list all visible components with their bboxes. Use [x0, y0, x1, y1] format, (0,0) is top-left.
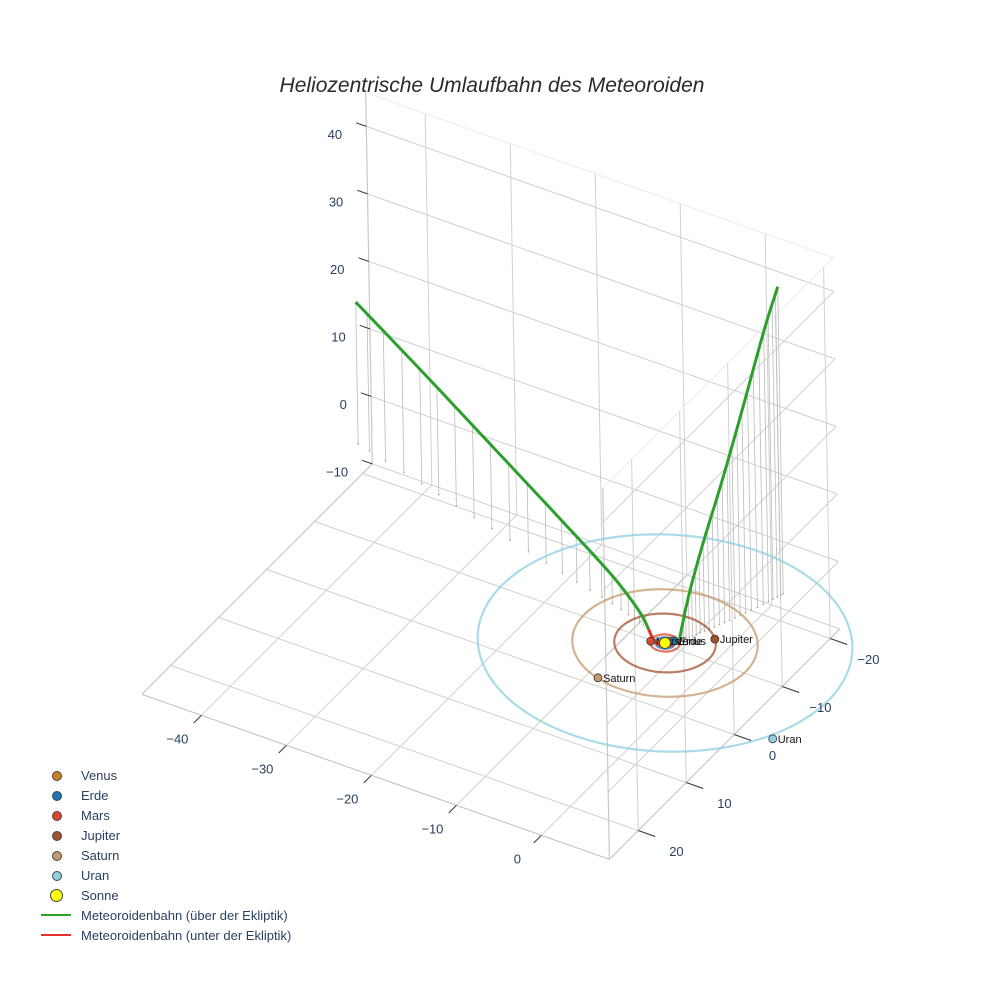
legend-line-icon	[38, 925, 78, 945]
x-tick-label: −10	[421, 821, 443, 836]
y-tick-label: −10	[809, 700, 831, 715]
legend-item-3[interactable]: Mars	[38, 805, 291, 825]
orbit-saturn	[571, 588, 759, 698]
legend-label: Sonne	[81, 887, 119, 903]
grid-lines	[141, 92, 841, 860]
z-tick-label: 40	[328, 127, 342, 142]
legend-label: Uran	[81, 867, 110, 883]
planet-marker-mars[interactable]	[646, 636, 656, 646]
legend: Venus Erde Mars Jupiter Saturn Uran Sonne Meteo…	[38, 765, 291, 945]
planet-label: Jupiter	[720, 634, 753, 646]
legend-item-1[interactable]: Venus	[38, 765, 291, 785]
planet-label: Erde	[679, 636, 702, 648]
planet-marker-saturn[interactable]	[593, 673, 603, 683]
legend-label: Jupiter	[81, 827, 121, 843]
x-tick-label: −20	[336, 791, 358, 806]
axis-ticks: −40 −30 −20 −10 0 −20 −10 0 10 20 −10 0 10 20 30 40	[166, 122, 879, 866]
legend-marker-icon	[38, 885, 78, 905]
legend-item-2[interactable]: Erde	[38, 785, 291, 805]
legend-marker-icon	[38, 765, 78, 785]
legend-item-5[interactable]: Saturn	[38, 845, 291, 865]
z-tick-label: 10	[331, 329, 345, 344]
y-tick-label: 10	[717, 796, 731, 811]
legend-marker-icon	[38, 825, 78, 845]
legend-marker-icon	[38, 785, 78, 805]
planet-marker-uran[interactable]	[768, 734, 778, 744]
legend-item-8[interactable]: Meteoroidenbahn (über der Ekliptik)	[38, 905, 291, 925]
z-tick-label: 20	[330, 262, 344, 277]
trajectory-above-branch-2	[677, 286, 780, 641]
legend-label: Meteoroidenbahn (über der Ekliptik)	[81, 907, 288, 923]
legend-item-9[interactable]: Meteoroidenbahn (unter der Ekliptik)	[38, 925, 291, 945]
legend-label: Erde	[81, 787, 109, 803]
legend-label: Mars	[81, 807, 110, 823]
trajectory-above-branch-1	[354, 301, 651, 631]
legend-marker-icon	[38, 805, 78, 825]
legend-marker-icon	[38, 865, 78, 885]
y-tick-label: 20	[669, 844, 683, 859]
x-tick-label: −30	[251, 761, 273, 776]
legend-marker-icon	[38, 845, 78, 865]
z-tick-label: 0	[340, 397, 347, 412]
planet-label: Uran	[778, 734, 802, 746]
meteoroid-trajectory	[354, 286, 780, 648]
legend-item-4[interactable]: Jupiter	[38, 825, 291, 845]
planet-label: Venus	[675, 636, 706, 648]
legend-label: Saturn	[81, 847, 120, 863]
x-tick-label: −40	[166, 731, 188, 746]
z-tick-label: −10	[326, 464, 348, 479]
z-tick-label: 30	[329, 194, 343, 209]
legend-label: Meteoroidenbahn (unter der Ekliptik)	[81, 927, 292, 943]
orbit-jupiter	[613, 612, 717, 674]
legend-item-7[interactable]: Sonne	[38, 885, 291, 905]
chart-title: Heliozentrische Umlaufbahn des Meteoroid…	[279, 74, 705, 97]
orbit-uran	[476, 533, 854, 753]
y-tick-label: −20	[857, 652, 879, 667]
planet-marker-sonne[interactable]	[659, 637, 671, 649]
legend-item-6[interactable]: Uran	[38, 865, 291, 885]
legend-line-icon	[38, 905, 78, 925]
planet-label: Saturn	[603, 673, 635, 685]
legend-label: Venus	[81, 767, 118, 783]
x-tick-label: 0	[514, 851, 521, 866]
planet-marker-jupiter[interactable]	[710, 634, 720, 644]
drop-lines	[355, 286, 785, 641]
y-tick-label: 0	[769, 748, 776, 763]
